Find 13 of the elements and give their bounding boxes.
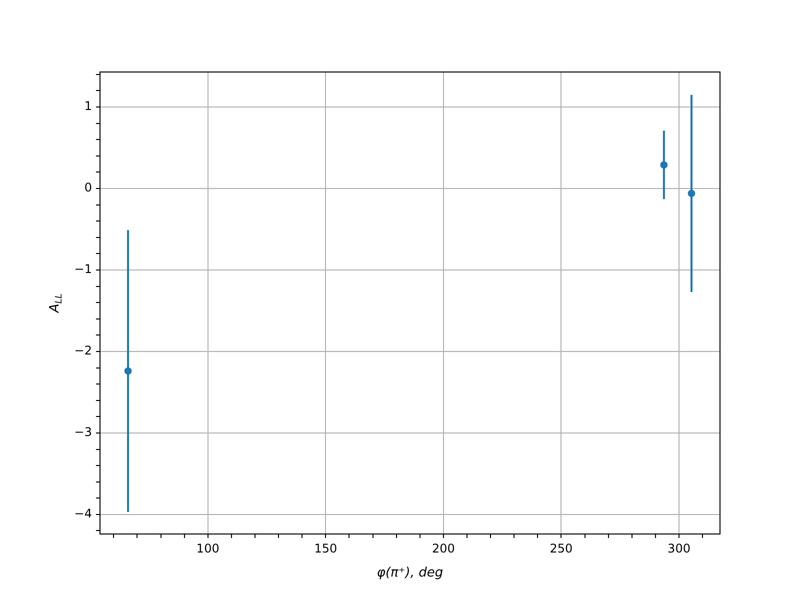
- y-tick-label: −3: [74, 425, 92, 440]
- x-tick-label: 100: [196, 541, 220, 556]
- y-tick-label: −1: [74, 262, 92, 276]
- y-tick-label: 1: [84, 99, 92, 114]
- y-tick-label: −4: [74, 506, 92, 521]
- y-axis-title: ALL: [47, 293, 64, 314]
- x-tick-label: 200: [432, 541, 455, 556]
- x-tick-label: 250: [550, 541, 573, 556]
- x-tick-label: 150: [314, 541, 338, 556]
- x-tick-label: 300: [668, 541, 690, 556]
- y-tick-label: 0: [84, 180, 92, 195]
- x-axis-title: φ(π⁺), deg: [376, 565, 444, 580]
- y-tick-label: −2: [74, 344, 92, 358]
